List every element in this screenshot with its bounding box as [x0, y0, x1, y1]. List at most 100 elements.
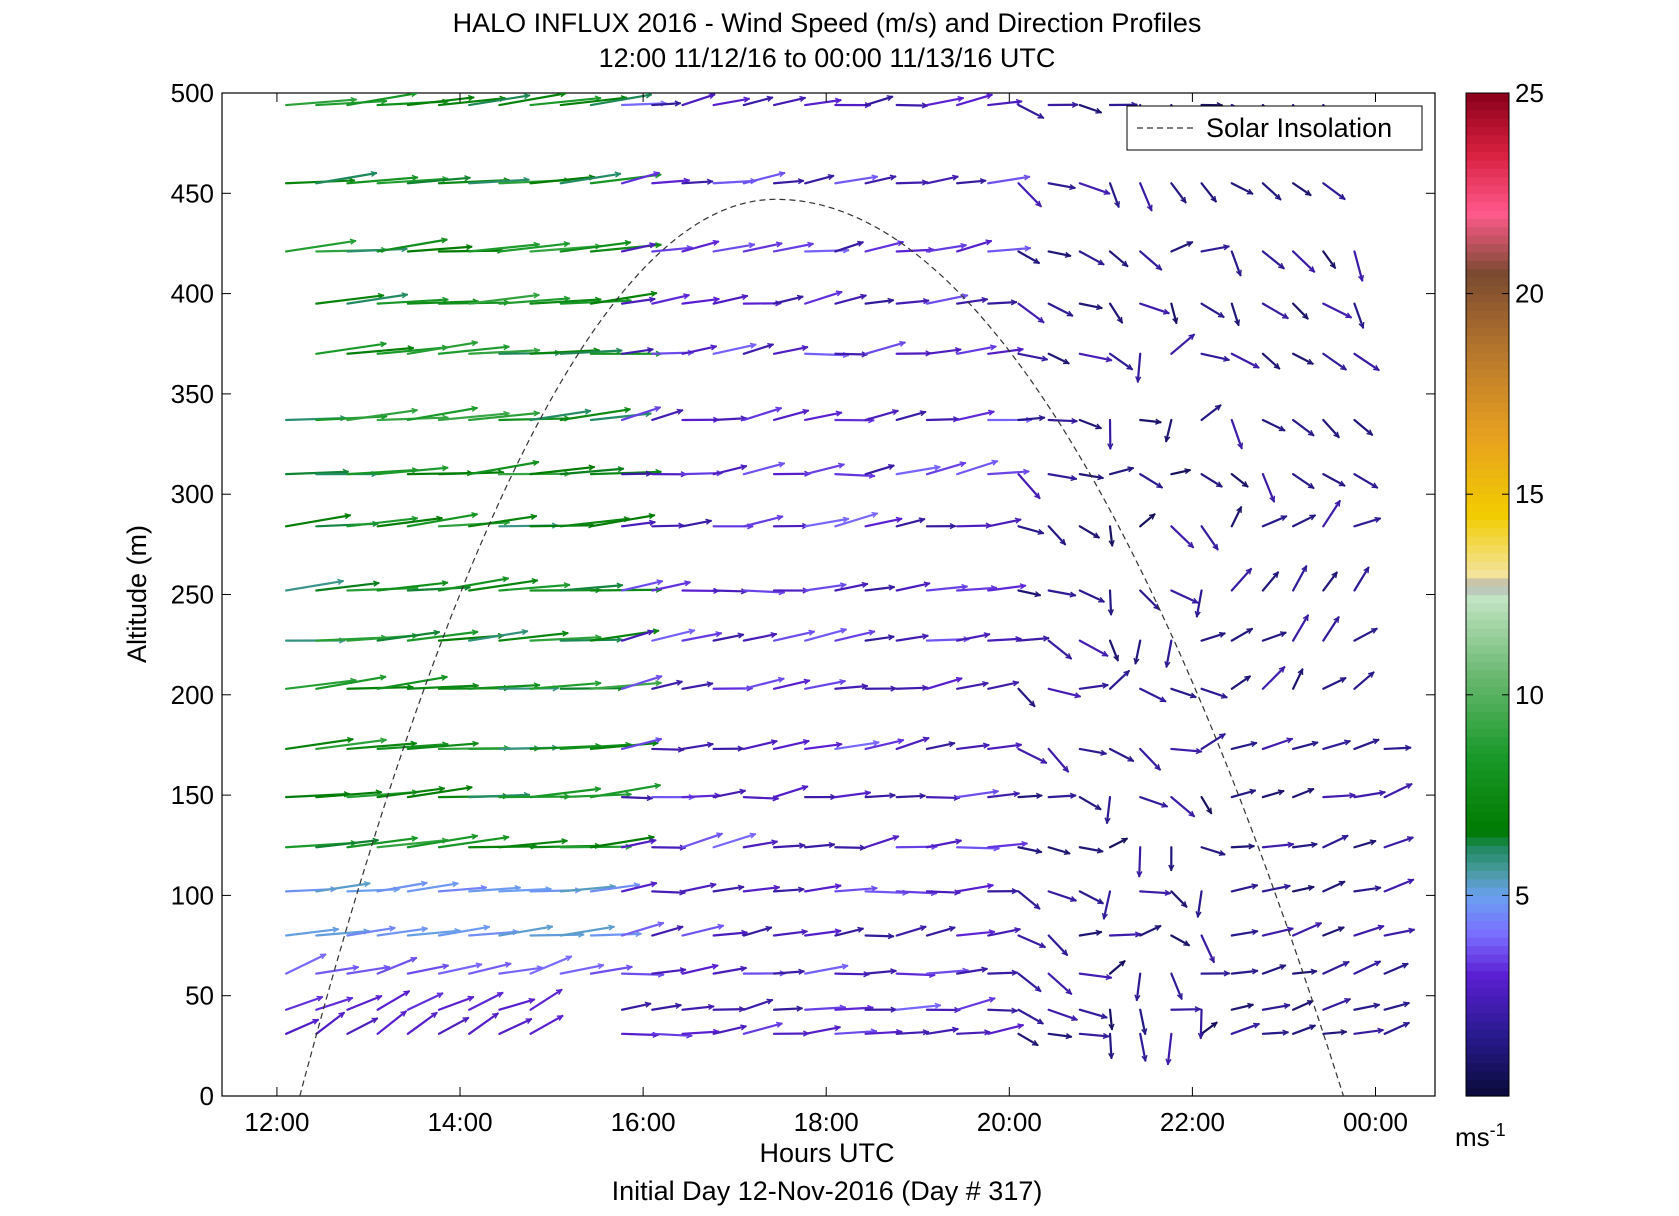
wind-arrow [925, 969, 969, 975]
wind-arrow-head [835, 410, 842, 417]
wind-arrow [406, 245, 473, 253]
wind-arrow-head [1041, 355, 1048, 362]
colorbar-stripe [1466, 268, 1509, 278]
wind-arrow [315, 581, 380, 592]
wind-arrow [1230, 473, 1249, 488]
wind-arrow [284, 470, 350, 476]
wind-arrow [864, 341, 906, 355]
wind-arrow [1230, 250, 1242, 277]
wind-arrow [834, 1030, 878, 1035]
wind-arrow-head [1252, 362, 1260, 369]
wind-arrow [681, 794, 721, 799]
wind-arrow [1047, 687, 1082, 698]
wind-arrow [712, 589, 748, 593]
wind-arrow [1261, 182, 1282, 201]
wind-arrow-head [1062, 358, 1070, 365]
wind-arrow-head [1107, 609, 1114, 615]
wind-arrow-head [1194, 610, 1201, 617]
wind-arrow [925, 244, 967, 253]
wind-arrow-head [872, 740, 879, 747]
wind-arrow [376, 517, 443, 528]
wind-arrow [651, 1004, 682, 1011]
wind-arrow [1017, 846, 1043, 854]
wind-arrow [1196, 890, 1203, 918]
wind-arrow [498, 925, 554, 937]
wind-arrow [1170, 333, 1196, 355]
wind-arrow [1292, 250, 1316, 273]
wind-arrow [406, 786, 473, 799]
wind-arrow [346, 247, 408, 253]
wind-arrow-head [798, 886, 804, 893]
wind-arrow [1170, 1008, 1202, 1011]
wind-arrow [712, 343, 757, 355]
wind-arrow [1230, 506, 1243, 528]
wind-arrow-head [960, 242, 967, 250]
colorbar-unit-base: ms [1455, 1122, 1490, 1152]
wind-arrow [804, 929, 842, 937]
wind-arrow-head [981, 680, 988, 688]
wind-arrow-head [1184, 468, 1191, 475]
wind-arrow-head [1108, 1023, 1115, 1030]
wind-arrow-head [1011, 888, 1018, 895]
wind-arrow-head [1237, 442, 1244, 449]
wind-arrow-head [380, 341, 386, 348]
wind-arrow-head [1154, 925, 1161, 931]
colorbar-stripe [1466, 619, 1509, 629]
wind-arrow-head [1379, 789, 1386, 797]
wind-arrow [1047, 525, 1067, 546]
wind-arrow [956, 846, 1000, 850]
colorbar-stripe [1466, 586, 1509, 596]
wind-arrow-head [1218, 850, 1225, 856]
wind-arrow [346, 1017, 379, 1035]
wind-arrow-head [1033, 257, 1040, 264]
wind-arrow [987, 928, 1021, 937]
wind-arrow-head [1301, 565, 1307, 572]
wind-arrow [1230, 884, 1259, 893]
y-tick-label: 400 [171, 279, 214, 309]
wind-arrow-head [1033, 903, 1041, 910]
colorbar-stripe [1466, 176, 1509, 186]
wind-arrow-head [1251, 928, 1258, 936]
wind-arrow-head [981, 296, 988, 304]
wind-arrow-head [1218, 631, 1226, 638]
wind-arrow-head [653, 171, 660, 178]
wind-arrow [346, 293, 409, 305]
wind-arrow [406, 630, 479, 642]
wind-arrow [1017, 182, 1042, 208]
wind-arrow [620, 297, 656, 305]
wind-arrow [772, 242, 814, 253]
wind-arrow-head [1040, 757, 1047, 764]
colorbar-stripe [1466, 494, 1509, 504]
wind-arrow-head [802, 408, 809, 415]
wind-arrow-head [834, 928, 841, 935]
wind-arrow-head [1371, 482, 1378, 489]
wind-arrow-head [1367, 671, 1375, 678]
wind-arrow-head [652, 628, 659, 635]
wind-arrow [1017, 473, 1041, 500]
wind-arrow [1200, 352, 1230, 361]
colorbar-stripe [1466, 377, 1509, 387]
wind-arrow-head [1010, 299, 1017, 306]
wind-arrow [559, 172, 622, 185]
wind-arrow [1078, 747, 1107, 755]
wind-arrow [1047, 934, 1069, 957]
wind-arrow [956, 1031, 991, 1035]
wind-arrow [1383, 878, 1415, 893]
wind-arrow-head [897, 738, 904, 745]
wind-arrow-head [1011, 1007, 1017, 1014]
wind-arrow [987, 584, 1027, 592]
wind-arrow [1047, 972, 1073, 995]
wind-arrow [804, 99, 842, 107]
colorbar-stripe [1466, 903, 1509, 913]
colorbar-stripe [1466, 853, 1509, 863]
wind-arrow-head [1249, 788, 1256, 795]
wind-arrow-head [624, 239, 631, 247]
wind-arrow-head [957, 95, 964, 103]
wind-arrows [284, 93, 1415, 1066]
wind-arrow [284, 239, 357, 253]
wind-arrow [529, 298, 602, 305]
wind-arrow [1047, 418, 1078, 423]
wind-arrow-head [1096, 847, 1103, 854]
wind-arrow [1200, 846, 1226, 856]
wind-arrow-head [1333, 431, 1340, 438]
